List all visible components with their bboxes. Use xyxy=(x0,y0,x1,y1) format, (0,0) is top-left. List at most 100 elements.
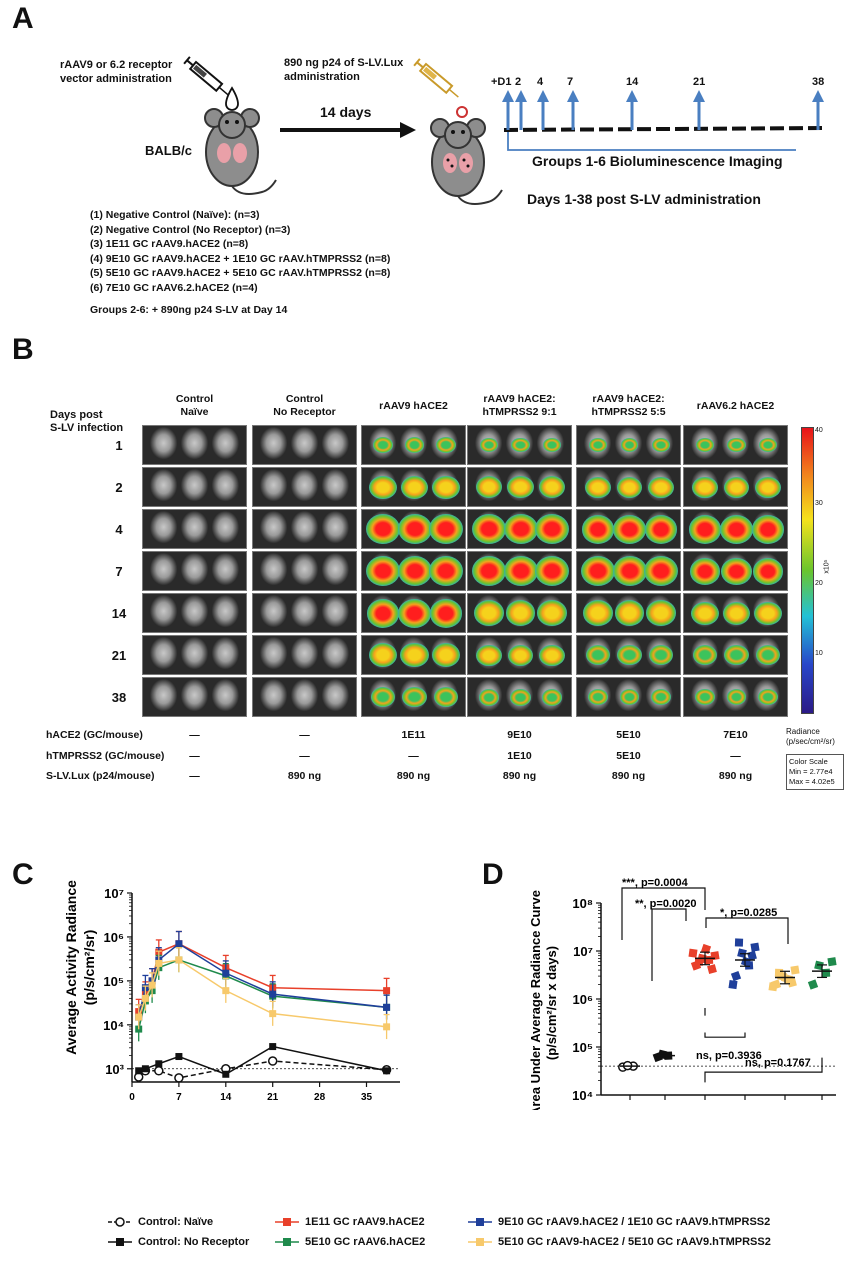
group-item: (1) Negative Control (Naïve): (n=3) xyxy=(90,209,260,221)
signal-blob xyxy=(648,645,674,666)
y-axis-label-units: (p/s/cm²/sr) xyxy=(81,930,97,1005)
data-point xyxy=(141,994,149,1002)
signal-blob xyxy=(539,644,565,666)
signal-blob xyxy=(505,600,536,626)
signal-blob xyxy=(368,642,398,668)
signal-blob xyxy=(652,438,670,452)
series-line xyxy=(133,1056,392,1083)
signal-blob xyxy=(366,598,400,628)
signal-blob xyxy=(613,514,646,544)
timeline-dashed xyxy=(503,126,827,132)
mouse-image-cell xyxy=(683,635,788,675)
data-point xyxy=(827,957,837,967)
group-item: (6) 7E10 GC rAAV6.2.hACE2 (n=4) xyxy=(90,281,258,294)
signal-blob xyxy=(585,476,611,498)
dose-row-label: hTMPRSS2 (GC/mouse) xyxy=(46,750,165,762)
mouse-image-cell xyxy=(361,467,466,507)
signal-blob xyxy=(472,514,506,545)
significance-label: **, p=0.0020 xyxy=(635,898,696,910)
mouse-image-cell xyxy=(467,425,572,465)
mouse-image-cell xyxy=(361,551,466,591)
signal-blob xyxy=(583,600,613,626)
syringe-icon xyxy=(183,56,229,96)
dose-value: 890 ng xyxy=(396,770,431,782)
signal-blob xyxy=(617,645,642,666)
significance-bracket xyxy=(621,887,706,940)
signal-blob xyxy=(542,437,562,453)
signal-blob xyxy=(478,688,500,706)
mouse-image-cell xyxy=(467,467,572,507)
y-tick-label: 10⁵ xyxy=(103,974,124,989)
signal-blob xyxy=(581,514,615,544)
mouse-image-cell xyxy=(252,551,357,591)
signal-blob xyxy=(758,689,778,706)
signal-blob xyxy=(754,601,782,625)
vector-admin-label: rAAV9 or 6.2 receptor vector administrat… xyxy=(60,58,172,86)
data-point xyxy=(155,1060,163,1068)
dose-value: 7E10 xyxy=(723,729,748,741)
dose-value: 9E10 xyxy=(507,729,532,741)
colorbar-unit: x10⁵ xyxy=(823,559,831,574)
dose-value: 1E11 xyxy=(401,729,426,741)
signal-blob xyxy=(688,514,722,544)
dose-value: — xyxy=(408,750,419,762)
legend-label: Control: Naïve xyxy=(138,1216,214,1228)
data-point xyxy=(135,1067,143,1075)
timeline-bracket xyxy=(507,132,796,151)
group-item: (2) Negative Control (No Receptor) (n=3) xyxy=(90,223,291,236)
mouse-image-cell xyxy=(576,467,681,507)
timepoint-arrow-icon xyxy=(812,90,824,130)
mouse-icon xyxy=(204,108,277,195)
data-point xyxy=(267,1056,278,1066)
legend-label: 9E10 GC rAAV9.hACE2 / 1E10 GC rAAV9.hTMP… xyxy=(498,1216,771,1228)
mouse-image-cell xyxy=(683,551,788,591)
series-line xyxy=(135,947,391,1042)
panel-b-letter: B xyxy=(12,333,34,366)
panel-a-letter: A xyxy=(12,2,34,35)
signal-blob xyxy=(589,438,607,452)
panel-d-letter: D xyxy=(482,858,504,891)
y-tick-label: 10⁵ xyxy=(572,1040,593,1055)
mouse-image-cell xyxy=(142,467,247,507)
signal-blob xyxy=(644,556,678,587)
mouse-image-cell xyxy=(142,593,247,633)
mouse-image-cell xyxy=(252,677,357,717)
mouse-image-cell xyxy=(142,551,247,591)
signal-blob xyxy=(620,438,639,452)
signal-blob xyxy=(619,689,640,706)
row-header: Days post S-LV infection xyxy=(50,409,123,435)
signal-blob xyxy=(510,688,531,706)
significance-bracket xyxy=(704,1057,823,1083)
mouse-image-cell xyxy=(361,635,466,675)
signal-blob xyxy=(400,475,429,499)
data-point xyxy=(148,981,156,989)
data-point xyxy=(694,957,704,966)
column-header-line: hTMPRSS2 5:5 xyxy=(591,406,666,418)
legend-entry: Control: No Receptor xyxy=(108,1236,249,1248)
series-line xyxy=(135,1043,391,1078)
signal-blob xyxy=(432,475,460,499)
signal-blob xyxy=(538,476,566,499)
data-point xyxy=(222,969,230,977)
colorbar xyxy=(801,427,814,714)
column-header: Control Naïve xyxy=(142,393,247,419)
column-header-line: Control xyxy=(175,393,214,405)
data-point xyxy=(740,956,752,967)
data-point xyxy=(688,948,698,958)
data-point xyxy=(807,979,819,990)
signal-blob xyxy=(400,642,429,668)
dose-row-label: hACE2 (GC/mouse) xyxy=(46,729,143,741)
signal-blob xyxy=(429,556,463,587)
group-note: Groups 2-6: + 890ng p24 S-LV at Day 14 xyxy=(90,304,288,316)
interval-label: 14 days xyxy=(320,104,372,120)
mouse-image-cell xyxy=(683,509,788,549)
mouse-image-cell xyxy=(576,551,681,591)
data-point xyxy=(175,1053,183,1061)
signal-blob xyxy=(479,437,499,453)
dose-value: 890 ng xyxy=(718,770,753,782)
radiance-line-2: (p/sec/cm²/sr) xyxy=(786,737,835,746)
data-point xyxy=(780,973,792,984)
signal-blob xyxy=(474,600,504,626)
mouse-image-cell xyxy=(252,425,357,465)
signal-blob xyxy=(369,475,397,499)
